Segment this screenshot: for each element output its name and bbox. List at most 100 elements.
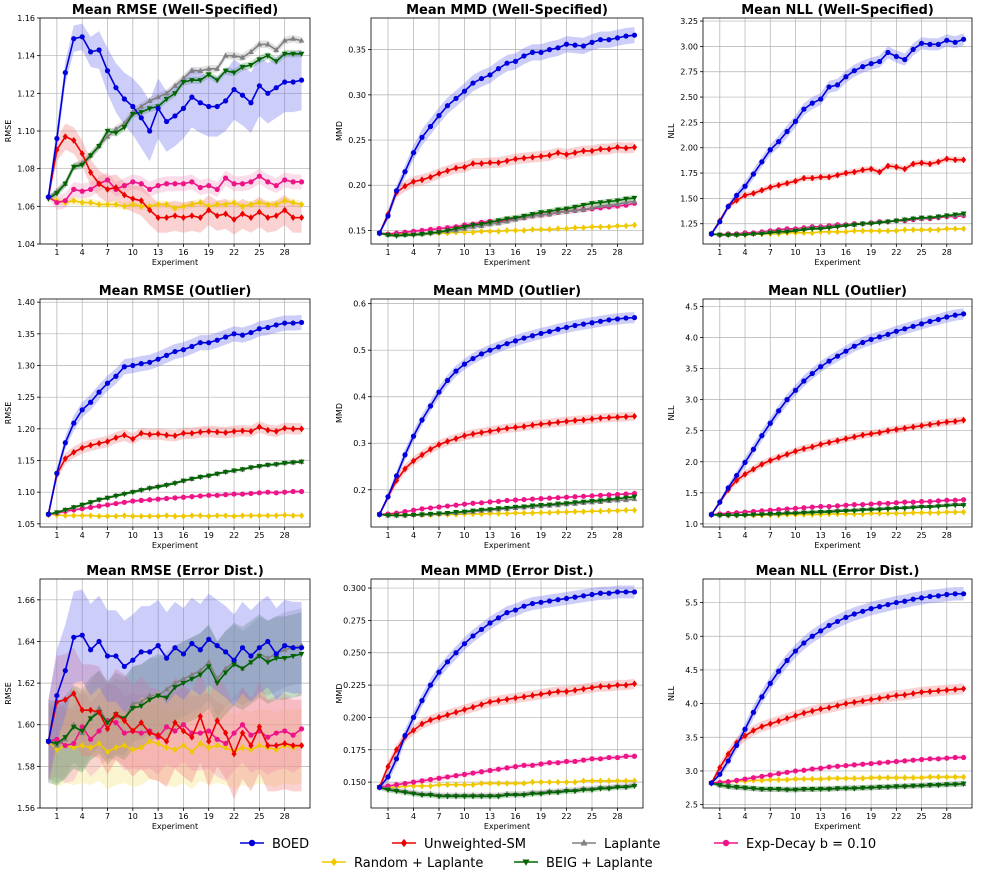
chart-title: Mean MMD (Well-Specified) xyxy=(406,3,608,18)
point-boed xyxy=(504,341,510,347)
point-unweighted-sm xyxy=(750,465,757,473)
point-beig-laplante xyxy=(725,784,732,790)
point-random-laplante xyxy=(606,507,612,515)
point-random-laplante xyxy=(776,776,782,784)
point-boed xyxy=(580,593,587,599)
point-boed xyxy=(944,37,950,43)
point-laplante xyxy=(197,667,204,673)
point-random-laplante xyxy=(487,780,493,787)
point-unweighted-sm xyxy=(623,144,629,152)
point-boed xyxy=(801,640,807,646)
legend-marker xyxy=(522,859,530,866)
point-beig-laplante xyxy=(960,503,967,509)
point-random-laplante xyxy=(189,748,195,756)
point-beig-laplante xyxy=(113,130,119,137)
x-tick-label: 7 xyxy=(105,531,110,540)
point-unweighted-sm xyxy=(495,697,502,704)
point-unweighted-sm xyxy=(71,690,77,697)
point-unweighted-sm xyxy=(809,443,815,451)
point-beig-laplante xyxy=(960,211,967,217)
x-tick-label: 1 xyxy=(717,531,722,540)
point-random-laplante xyxy=(902,226,908,234)
x-tick-label: 10 xyxy=(459,248,469,257)
series-random-laplante xyxy=(45,510,305,520)
point-boed xyxy=(512,338,519,344)
x-tick-label: 10 xyxy=(790,531,800,540)
point-unweighted-sm xyxy=(180,429,187,437)
point-beig-laplante xyxy=(935,783,942,789)
series-beig-laplante xyxy=(376,195,638,239)
point-laplante xyxy=(205,65,212,71)
point-beig-laplante xyxy=(843,786,849,792)
point-boed xyxy=(495,66,502,72)
y-tick-label: 1.5 xyxy=(685,489,698,498)
point-exp-decay-b-0-10 xyxy=(818,503,824,510)
x-tick-label: 28 xyxy=(280,812,290,821)
point-exp-decay-b-0-10 xyxy=(197,184,203,191)
point-beig-laplante xyxy=(256,57,263,63)
x-tick-label: 28 xyxy=(942,531,952,540)
point-beig-laplante xyxy=(70,164,77,170)
point-beig-laplante xyxy=(239,666,246,672)
point-unweighted-sm xyxy=(927,160,933,168)
point-beig-laplante xyxy=(733,232,740,238)
point-boed xyxy=(818,364,824,370)
point-random-laplante xyxy=(538,778,544,786)
panel-mean-nll-outlier: 1 4 7 10 13 16 19 22 25 281.01.52.02.53.03.54.04.… xyxy=(667,284,973,550)
point-unweighted-sm xyxy=(580,685,587,693)
point-unweighted-sm xyxy=(256,208,262,216)
point-exp-decay-b-0-10 xyxy=(876,500,883,506)
x-tick-label: 4 xyxy=(411,248,416,257)
point-exp-decay-b-0-10 xyxy=(572,494,578,500)
point-boed xyxy=(851,611,857,617)
point-boed xyxy=(298,645,305,651)
point-exp-decay-b-0-10 xyxy=(197,730,203,736)
point-boed xyxy=(708,231,715,237)
point-boed xyxy=(104,653,111,659)
point-beig-laplante xyxy=(393,513,400,519)
point-unweighted-sm xyxy=(231,427,237,435)
point-beig-laplante xyxy=(538,503,544,509)
point-unweighted-sm xyxy=(868,696,874,703)
point-boed xyxy=(784,128,790,135)
point-beig-laplante xyxy=(129,490,136,496)
point-unweighted-sm xyxy=(461,432,468,440)
point-boed xyxy=(717,771,723,777)
x-tick-label: 7 xyxy=(436,248,441,257)
point-exp-decay-b-0-10 xyxy=(436,504,442,510)
point-unweighted-sm xyxy=(826,439,832,446)
point-unweighted-sm xyxy=(147,729,153,737)
point-boed xyxy=(130,362,136,369)
point-boed xyxy=(298,77,305,83)
chart-title: Mean RMSE (Outlier) xyxy=(99,284,252,299)
point-random-laplante xyxy=(155,201,161,208)
point-beig-laplante xyxy=(138,703,145,710)
plot-area xyxy=(708,308,967,519)
point-boed xyxy=(427,403,434,409)
point-unweighted-sm xyxy=(580,147,587,155)
point-random-laplante xyxy=(927,226,933,234)
point-beig-laplante xyxy=(79,502,86,508)
point-boed xyxy=(282,320,288,326)
axes-frame xyxy=(370,578,644,809)
x-tick-label: 19 xyxy=(204,812,214,821)
point-exp-decay-b-0-10 xyxy=(282,728,288,734)
point-beig-laplante xyxy=(197,78,204,84)
point-boed xyxy=(427,682,434,688)
point-boed xyxy=(868,606,874,612)
point-boed xyxy=(248,653,254,659)
point-boed xyxy=(104,68,111,74)
point-exp-decay-b-0-10 xyxy=(223,740,229,747)
point-unweighted-sm xyxy=(147,206,153,214)
point-unweighted-sm xyxy=(631,412,638,420)
point-unweighted-sm xyxy=(606,145,612,153)
point-random-laplante xyxy=(121,742,127,749)
y-tick-label: 1.64 xyxy=(17,637,35,646)
point-exp-decay-b-0-10 xyxy=(521,762,527,768)
point-random-laplante xyxy=(206,744,212,752)
point-random-laplante xyxy=(138,202,144,210)
y-tick-label: 1.05 xyxy=(17,520,35,529)
point-boed xyxy=(393,473,400,479)
point-boed xyxy=(402,169,408,175)
point-beig-laplante xyxy=(155,693,161,699)
